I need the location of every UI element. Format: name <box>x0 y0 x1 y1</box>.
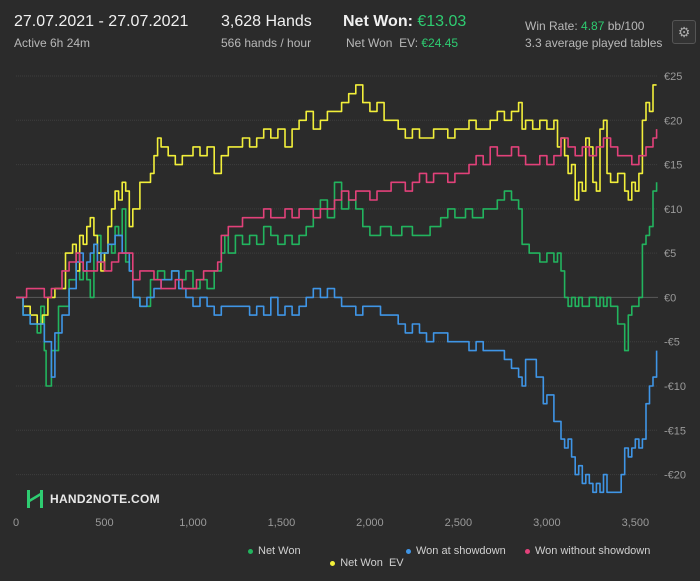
profit-chart: €25 €20 €15 €10 €5 €0 -€5 -€10 -€15 -€20 0 500 1,000… <box>13 71 686 529</box>
y-tick-label: -€5 <box>664 337 680 349</box>
active-time: Active 6h 24m <box>14 36 91 50</box>
win-rate-value: 4.87 <box>581 19 605 33</box>
legend-net-won-label: Net Won <box>258 545 301 557</box>
legend-won-without-showdown[interactable]: Won without showdown <box>525 545 650 557</box>
y-tick-label: -€10 <box>664 381 686 393</box>
legend-won-without-showdown-dot <box>525 548 530 554</box>
series-line-net-won-ev <box>16 84 657 325</box>
y-tick-label: -€15 <box>664 425 686 437</box>
net-won-ev-label: Net Won EV: <box>346 36 419 50</box>
x-tick-label: 1,000 <box>179 517 207 529</box>
y-tick-label: €15 <box>664 160 682 172</box>
series-line-won-without-showdown <box>16 129 658 299</box>
y-tick-label: €25 <box>664 71 682 83</box>
win-rate: Win Rate: 4.87 bb/100 <box>525 19 644 33</box>
x-tick-label: 1,500 <box>268 517 296 529</box>
win-rate-unit: bb/100 <box>607 19 645 33</box>
legend-net-won-ev[interactable]: Net Won EV <box>318 545 404 581</box>
x-tick-label: 500 <box>95 517 113 529</box>
legend-net-won-ev-label: Net Won EV <box>340 557 404 569</box>
hands-per-hour: 566 hands / hour <box>221 36 312 50</box>
date-range: 27.07.2021 - 27.07.2021 <box>14 13 189 30</box>
y-tick-label: €0 <box>664 292 676 304</box>
legend-net-won[interactable]: Net Won <box>248 545 301 557</box>
series-line-won-at-showdown <box>16 234 658 494</box>
net-won-label: Net Won: <box>343 13 413 30</box>
y-tick-label: €20 <box>664 115 682 127</box>
gear-icon: ⚙ <box>677 23 691 40</box>
hand2note-logo: HAND2NOTE.COM <box>26 489 160 509</box>
x-tick-label: 0 <box>13 517 19 529</box>
chart-header: 27.07.2021 - 27.07.2021 Active 6h 24m 3,… <box>0 0 700 60</box>
logo-text: HAND2NOTE.COM <box>50 492 160 506</box>
net-won-ev-value: €24.45 <box>421 36 459 50</box>
x-tick-label: 3,000 <box>533 517 561 529</box>
y-tick-label: €5 <box>664 248 676 260</box>
y-tick-label: -€20 <box>664 470 686 482</box>
x-tick-label: 2,000 <box>356 517 384 529</box>
net-won-summary: Net Won: €13.03 <box>343 13 466 31</box>
win-rate-label: Win Rate: <box>525 19 578 33</box>
average-tables: 3.3 average played tables <box>525 36 663 50</box>
chart-legend: Net Won Net Won EV Won at showdown Won w… <box>0 545 700 569</box>
legend-won-at-showdown[interactable]: Won at showdown <box>406 545 506 557</box>
x-tick-label: 2,500 <box>445 517 473 529</box>
net-won-value: €13.03 <box>417 13 467 30</box>
net-won-ev-summary: Net Won EV: €24.45 <box>346 36 458 50</box>
legend-net-won-ev-dot <box>330 560 336 566</box>
settings-button[interactable]: ⚙ <box>672 20 696 44</box>
y-tick-label: €10 <box>664 204 682 216</box>
legend-net-won-dot <box>248 548 253 554</box>
hands-count: 3,628 Hands <box>221 13 312 30</box>
legend-won-at-showdown-dot <box>406 548 411 554</box>
x-tick-label: 3,500 <box>622 517 650 529</box>
legend-won-without-showdown-label: Won without showdown <box>535 545 651 557</box>
legend-won-at-showdown-label: Won at showdown <box>416 545 506 557</box>
hand2note-logo-icon <box>27 490 43 508</box>
